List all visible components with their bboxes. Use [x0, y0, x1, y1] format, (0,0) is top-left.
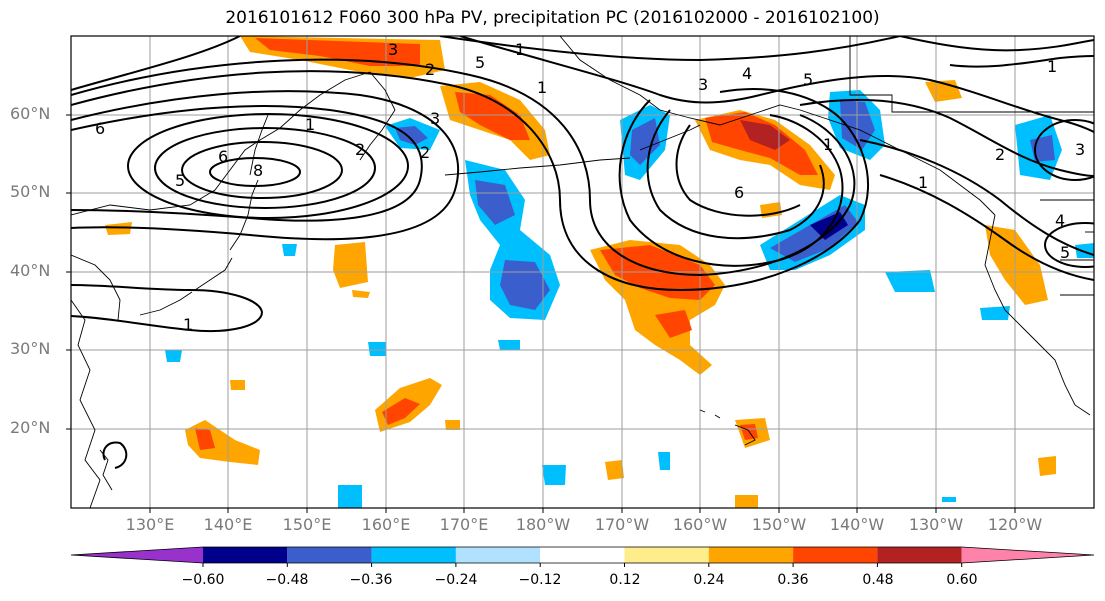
- lon-label: 130°E: [125, 515, 175, 534]
- lat-label: 30°N: [10, 339, 51, 358]
- colorbar-tick-label: 0.24: [693, 572, 725, 588]
- map-area: 6 5 6 8 1 2 2 3 3 2 5 1 1 1 3 4 5 6 1 1 …: [71, 36, 1094, 508]
- lon-label: 130°W: [908, 515, 964, 534]
- colorbar-segment: [877, 547, 962, 563]
- pv-label: 3: [698, 75, 708, 94]
- lon-label: 120°W: [987, 515, 1043, 534]
- lon-label: 160°E: [361, 515, 411, 534]
- pv-label: 5: [803, 70, 813, 89]
- lon-label: 150°E: [282, 515, 332, 534]
- colorbar-segment: [624, 547, 709, 563]
- pv-label: 2: [420, 143, 430, 162]
- lon-label: 160°W: [672, 515, 728, 534]
- lon-label: 170°W: [594, 515, 650, 534]
- pv-label: 1: [537, 78, 547, 97]
- pv-label: 3: [1075, 140, 1085, 159]
- pv-label: 1: [183, 315, 193, 334]
- pv-label: 6: [95, 119, 105, 138]
- pv-label: 1: [823, 135, 833, 154]
- pv-label: 1: [515, 40, 525, 59]
- pv-label: 1: [918, 173, 928, 192]
- lon-label: 180°W: [515, 515, 571, 534]
- lon-label: 170°E: [439, 515, 489, 534]
- colorbar-segment: [287, 547, 372, 563]
- pv-label: 2: [355, 140, 365, 159]
- pv-label: 3: [388, 40, 398, 59]
- colorbar-tick-label: −0.48: [265, 572, 309, 588]
- lat-label: 20°N: [10, 418, 51, 437]
- pv-label: 6: [734, 183, 744, 202]
- lat-label: 60°N: [10, 104, 51, 123]
- pv-label: 3: [430, 109, 440, 128]
- pv-label: 4: [1055, 211, 1065, 230]
- pv-label: 5: [175, 171, 185, 190]
- pv-label: 4: [742, 64, 752, 83]
- colorbar-segment: [371, 547, 456, 563]
- pv-label: 5: [1060, 243, 1070, 262]
- colorbar-segment: [961, 547, 1094, 563]
- pv-label: 1: [305, 115, 315, 134]
- pv-contour-labels: 6 5 6 8 1 2 2 3 3 2 5 1 1 1 3 4 5 6 1 1 …: [95, 40, 1085, 334]
- pv-label: 6: [218, 147, 228, 166]
- lon-label: 140°W: [829, 515, 885, 534]
- pv-label: 8: [253, 161, 263, 180]
- lat-label: 50°N: [10, 182, 51, 201]
- axis-ticks: [66, 114, 1016, 513]
- colorbar-tick-label: 0.12: [609, 572, 641, 588]
- colorbar-tick-label: 0.36: [777, 572, 809, 588]
- pv-label: 1: [1047, 57, 1057, 76]
- lat-label: 40°N: [10, 261, 51, 280]
- borders: [849, 36, 1094, 296]
- figure-title: 2016101612 F060 300 hPa PV, precipitatio…: [225, 8, 880, 28]
- colorbar-segment: [793, 547, 878, 563]
- lon-label: 140°E: [203, 515, 253, 534]
- colorbar-tick-label: −0.12: [518, 572, 562, 588]
- lon-label: 150°W: [751, 515, 807, 534]
- colorbar-tick-label: 0.60: [946, 572, 978, 588]
- pv-label: 2: [995, 145, 1005, 164]
- pv-label: 2: [425, 60, 435, 79]
- colorbar-segment: [455, 547, 541, 563]
- graticule: [71, 36, 1094, 508]
- colorbar-segment: [71, 547, 203, 563]
- colorbar: [70, 546, 1095, 567]
- colorbar-tick-label: −0.24: [434, 572, 478, 588]
- pv-label: 5: [475, 53, 485, 72]
- colorbar-segment: [708, 547, 794, 563]
- colorbar-tick-label: −0.60: [181, 572, 225, 588]
- colorbar-tick-label: 0.48: [862, 572, 894, 588]
- coastlines: [71, 36, 1091, 508]
- colorbar-segment: [203, 547, 288, 563]
- pv-contours: [71, 36, 1094, 469]
- colorbar-segment: [540, 547, 625, 563]
- colorbar-tick-label: −0.36: [349, 572, 393, 588]
